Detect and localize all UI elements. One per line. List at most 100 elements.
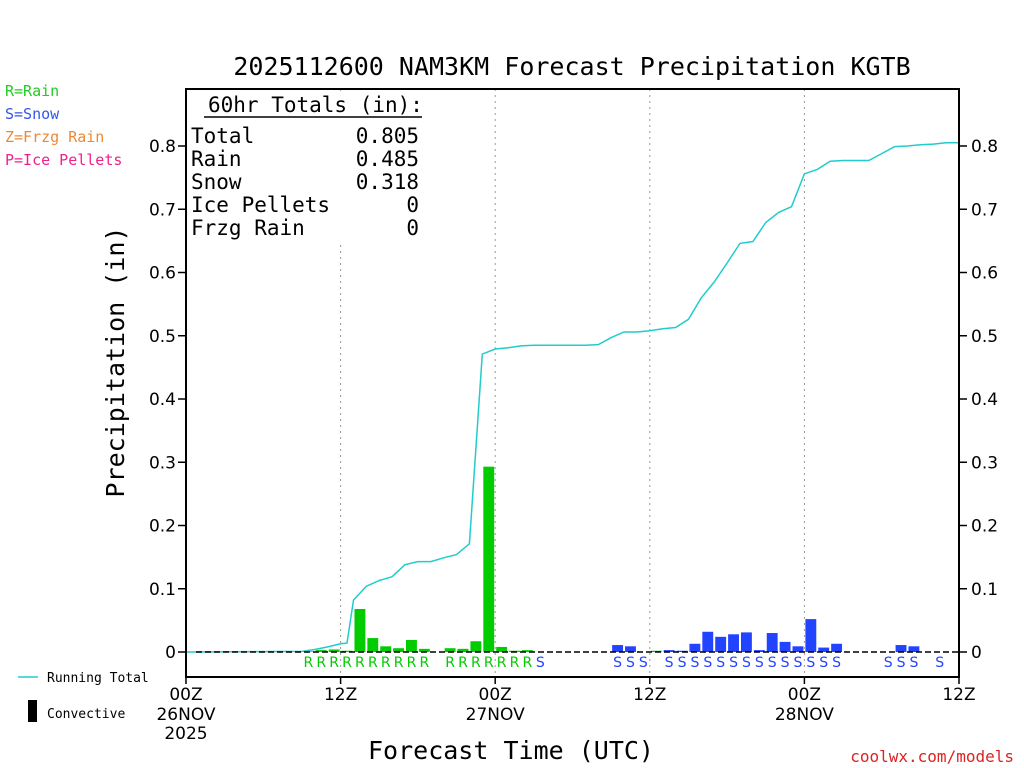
precip-type-letter: S <box>690 655 699 671</box>
precip-bar <box>792 646 804 652</box>
precip-type-letter: S <box>613 655 622 671</box>
precip-bar <box>625 646 636 652</box>
precip-type-letter: S <box>716 655 725 671</box>
totals-value: 0.485 <box>356 147 419 171</box>
totals-label: Snow <box>191 170 242 194</box>
plot-frame <box>185 88 960 678</box>
precip-bar <box>341 650 353 652</box>
precip-bar <box>728 634 739 652</box>
running-total-line <box>185 142 959 653</box>
precip-bar <box>496 646 508 652</box>
precip-type-letter: R <box>510 655 520 671</box>
precip-type-letter: R <box>523 655 533 671</box>
precip-bar <box>612 645 624 652</box>
running-total-series <box>185 142 959 653</box>
totals-box: 60hr Totals (in): Total 0.805 Rain 0.485 Snow… <box>188 91 426 241</box>
precip-type-letter: S <box>626 655 635 671</box>
legend-type-item: S=Snow <box>5 105 60 123</box>
precip-bar <box>380 646 392 652</box>
precip-type-letter: S <box>768 655 777 671</box>
convective-legend-swatch <box>28 700 37 722</box>
precip-bar <box>740 632 752 652</box>
precip-bar <box>367 638 379 652</box>
precip-type-letter: S <box>884 655 893 671</box>
precip-type-letter: S <box>794 655 803 671</box>
x-tick-label-1: 12Z <box>324 685 357 705</box>
precip-type-letter: R <box>342 655 352 671</box>
precip-type-letter: R <box>497 655 507 671</box>
x-tick-label-3: 12Z <box>633 685 666 705</box>
totals-value: 0.318 <box>356 170 419 194</box>
precip-type-legend: R=Rain S=Snow Z=Frzg Rain P=Ice Pellets <box>5 82 122 169</box>
x-axis-label: Forecast Time (UTC) <box>368 736 654 765</box>
totals-label: Ice Pellets <box>191 193 330 217</box>
precip-type-letter: R <box>445 655 455 671</box>
x-tick-year-0: 2025 <box>164 724 207 744</box>
y-tick-label-right-7: 0.7 <box>971 200 998 220</box>
x-tick-label-4: 00Z <box>788 685 821 705</box>
precip-type-letter: S <box>665 655 674 671</box>
line-legend: Running Total Convective <box>18 671 149 722</box>
precip-bar <box>689 643 701 652</box>
x-tick-date-2: 27NOV <box>466 705 525 725</box>
y-tick-label-right-3: 0.3 <box>971 453 998 473</box>
precip-bar <box>521 650 533 652</box>
y-tick-label-left-1: 0.1 <box>149 580 176 600</box>
totals-label: Rain <box>191 147 242 171</box>
precip-type-letter: R <box>355 655 365 671</box>
y-axis-left: 0 0.1 0.2 0.3 0.4 0.5 0.6 0.7 0.8 <box>149 137 186 663</box>
x-tick-date-0: 26NOV <box>156 705 215 725</box>
running-total-legend-label: Running Total <box>47 671 149 686</box>
precip-type-letter: R <box>329 655 339 671</box>
y-tick-label-right-1: 0.1 <box>971 580 998 600</box>
y-tick-label-right-5: 0.5 <box>971 327 998 347</box>
watermark: coolwx.com/models <box>850 747 1014 766</box>
precip-bar <box>818 647 830 652</box>
precip-type-letter: S <box>909 655 918 671</box>
precip-type-letter: R <box>458 655 468 671</box>
legend-type-item: P=Ice Pellets <box>5 151 122 169</box>
precip-bar <box>406 639 417 652</box>
y-tick-label-right-6: 0.6 <box>971 264 998 284</box>
totals-value: 0.805 <box>356 124 419 148</box>
precip-bar <box>753 650 765 652</box>
y-tick-label-left-6: 0.6 <box>149 264 176 284</box>
precip-bars <box>302 466 920 652</box>
precip-bar <box>831 643 843 652</box>
precip-bar <box>354 608 366 652</box>
y-tick-label-right-4: 0.4 <box>971 390 998 410</box>
totals-background <box>188 91 426 241</box>
convective-legend-label: Convective <box>47 707 125 722</box>
precip-type-letter: S <box>832 655 841 671</box>
legend-type-item: R=Rain <box>5 82 59 100</box>
x-tick-date-4: 28NOV <box>775 705 834 725</box>
y-tick-label-right-2: 0.2 <box>971 517 998 537</box>
precip-type-letter: R <box>407 655 417 671</box>
totals-value: 0 <box>406 216 419 240</box>
y-axis-right: 0 0.1 0.2 0.3 0.4 0.5 0.6 0.7 0.8 <box>959 137 998 663</box>
precip-bar <box>470 641 482 652</box>
precip-bar <box>328 649 340 652</box>
precip-type-letter: S <box>703 655 712 671</box>
precip-bar <box>483 466 495 652</box>
precip-type-letter: S <box>819 655 828 671</box>
precip-type-letter: S <box>806 655 815 671</box>
precip-bar <box>715 636 727 652</box>
precip-type-letter: R <box>316 655 326 671</box>
precip-type-letter: S <box>536 655 545 671</box>
precip-bar <box>457 648 469 652</box>
y-tick-label-left-8: 0.8 <box>149 137 176 157</box>
y-tick-label-left-0: 0 <box>165 643 176 663</box>
precip-bar <box>908 646 920 652</box>
y-tick-label-left-2: 0.2 <box>149 517 176 537</box>
precip-type-letter: R <box>368 655 378 671</box>
y-tick-label-left-3: 0.3 <box>149 453 176 473</box>
precip-bar <box>418 648 430 652</box>
totals-value: 0 <box>406 193 419 217</box>
precip-bar <box>663 650 675 652</box>
x-tick-label-2: 00Z <box>479 685 512 705</box>
precip-bar <box>779 641 791 652</box>
